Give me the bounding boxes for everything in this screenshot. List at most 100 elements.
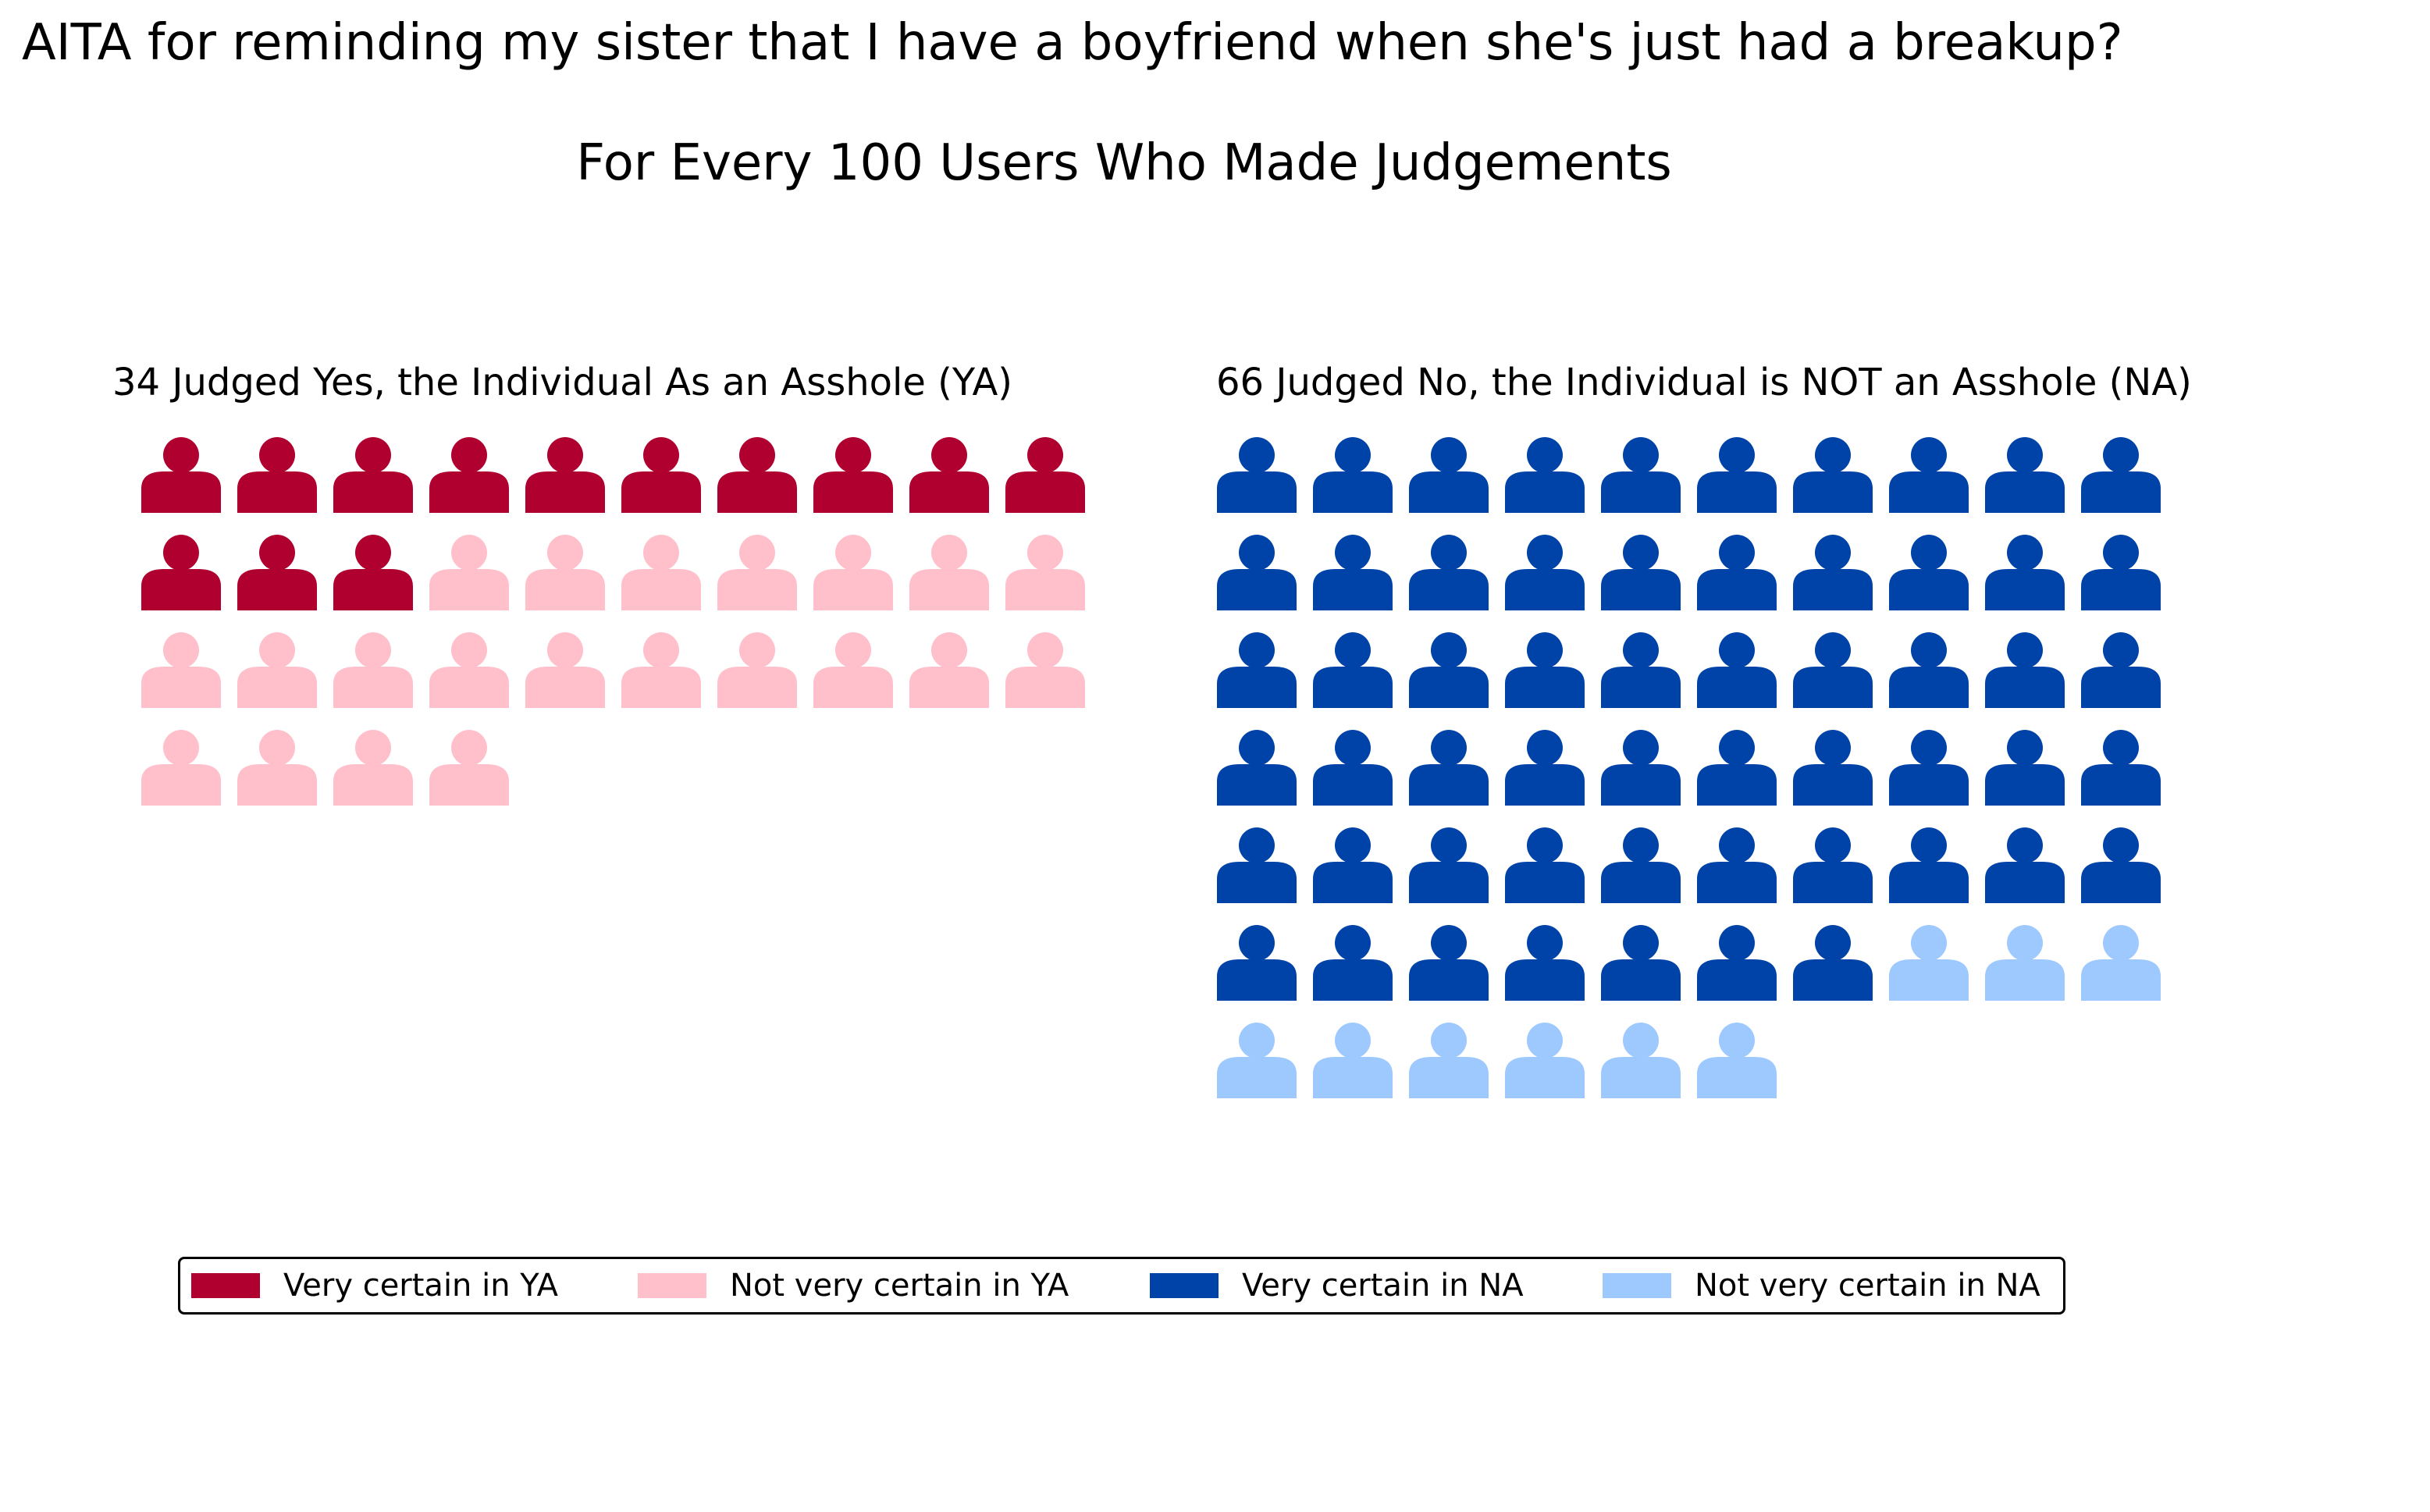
person-icon-body bbox=[1217, 667, 1297, 708]
person-icon-head bbox=[1239, 632, 1275, 668]
person-icon-not-very-certain-in-na bbox=[1409, 1023, 1489, 1098]
person-icon-body bbox=[621, 471, 701, 513]
person-icon-not-very-certain-in-ya bbox=[333, 730, 413, 806]
person-icon-head bbox=[259, 632, 295, 668]
person-icon-not-very-certain-in-ya bbox=[429, 535, 509, 610]
person-icon-head bbox=[1911, 437, 1947, 473]
person-icon-head bbox=[1239, 437, 1275, 473]
person-icon-head bbox=[1623, 730, 1659, 766]
person-icon-head bbox=[1431, 632, 1467, 668]
person-icon-very-certain-in-na bbox=[1889, 730, 1969, 806]
person-icon-body bbox=[1697, 667, 1777, 708]
person-icon-head bbox=[2007, 827, 2043, 863]
person-icon-body bbox=[333, 764, 413, 806]
person-icon-head bbox=[1335, 827, 1371, 863]
person-icon-head bbox=[1719, 437, 1755, 473]
person-icon-head bbox=[1527, 925, 1563, 961]
person-icon-very-certain-in-na bbox=[1505, 632, 1585, 708]
person-icon-head bbox=[1623, 925, 1659, 961]
person-icon-head bbox=[1027, 535, 1063, 571]
person-icon-very-certain-in-na bbox=[1313, 632, 1393, 708]
person-icon-body bbox=[1505, 959, 1585, 1001]
person-icon-body bbox=[1313, 764, 1393, 806]
person-icon-very-certain-in-na bbox=[1505, 925, 1585, 1001]
person-icon-body bbox=[1005, 471, 1085, 513]
person-icon-head bbox=[1623, 437, 1659, 473]
legend-item-very-certain-na: Very certain in NA bbox=[1150, 1259, 1524, 1312]
person-icon-body bbox=[1505, 1057, 1585, 1098]
person-icon-head bbox=[1335, 437, 1371, 473]
person-icon-head bbox=[2007, 437, 2043, 473]
person-icon-very-certain-in-na bbox=[1985, 730, 2065, 806]
person-icon-very-certain-in-na bbox=[1505, 827, 1585, 903]
person-icon-head bbox=[259, 535, 295, 571]
person-icon-very-certain-in-na bbox=[1217, 827, 1297, 903]
person-icon-very-certain-in-ya bbox=[237, 437, 317, 513]
person-icon-head bbox=[835, 632, 871, 668]
person-icon-body bbox=[2081, 569, 2161, 610]
person-icon-body bbox=[525, 569, 605, 610]
chart-subtitle: For Every 100 Users Who Made Judgements bbox=[576, 134, 1672, 192]
person-icon-head bbox=[2103, 437, 2139, 473]
person-icon-very-certain-in-na bbox=[1697, 925, 1777, 1001]
person-icon-head bbox=[2103, 730, 2139, 766]
person-icon-head bbox=[1431, 925, 1467, 961]
person-icon-body bbox=[1217, 862, 1297, 903]
person-icon-very-certain-in-na bbox=[1601, 925, 1681, 1001]
legend-swatch-not-very-certain-na bbox=[1603, 1273, 1671, 1298]
person-icon-body bbox=[1697, 862, 1777, 903]
person-icon-head bbox=[1623, 1023, 1659, 1058]
person-icon-body bbox=[1601, 1057, 1681, 1098]
person-icon-body bbox=[333, 569, 413, 610]
person-icon-head bbox=[1527, 827, 1563, 863]
person-icon-head bbox=[643, 535, 679, 571]
person-icon-not-very-certain-in-ya bbox=[717, 632, 797, 708]
person-icon-body bbox=[621, 569, 701, 610]
person-icon-not-very-certain-in-na bbox=[1889, 925, 1969, 1001]
person-icon-very-certain-in-na bbox=[1697, 535, 1777, 610]
person-icon-body bbox=[1313, 667, 1393, 708]
person-icon-not-very-certain-in-ya bbox=[621, 632, 701, 708]
person-icon-very-certain-in-ya bbox=[237, 535, 317, 610]
person-icon-head bbox=[835, 437, 871, 473]
person-icon-body bbox=[1313, 569, 1393, 610]
person-icon-head bbox=[1239, 925, 1275, 961]
legend-label-not-very-certain-na: Not very certain in NA bbox=[1695, 1268, 2040, 1304]
person-icon-head bbox=[1527, 632, 1563, 668]
person-icon-head bbox=[1719, 925, 1755, 961]
person-icon-not-very-certain-in-ya bbox=[813, 632, 893, 708]
legend-item-very-certain-ya: Very certain in YA bbox=[191, 1259, 558, 1312]
person-icon-head bbox=[1719, 730, 1755, 766]
person-icon-body bbox=[1217, 569, 1297, 610]
person-icon-body bbox=[237, 569, 317, 610]
person-icon-body bbox=[1217, 959, 1297, 1001]
person-icon-head bbox=[2007, 925, 2043, 961]
person-icon-very-certain-in-na bbox=[1313, 535, 1393, 610]
person-icon-head bbox=[1815, 535, 1851, 571]
person-icon-not-very-certain-in-ya bbox=[909, 535, 989, 610]
person-icon-head bbox=[2007, 632, 2043, 668]
person-icon-very-certain-in-na bbox=[1601, 827, 1681, 903]
person-icon-body bbox=[1697, 1057, 1777, 1098]
person-icon-head bbox=[1239, 827, 1275, 863]
person-icon-body bbox=[1409, 1057, 1489, 1098]
person-icon-very-certain-in-na bbox=[2081, 437, 2161, 513]
person-icon-body bbox=[1793, 471, 1873, 513]
person-icon-body bbox=[1601, 764, 1681, 806]
person-icon-body bbox=[429, 471, 509, 513]
person-icon-body bbox=[717, 667, 797, 708]
person-icon-body bbox=[1409, 471, 1489, 513]
person-icon-not-very-certain-in-ya bbox=[717, 535, 797, 610]
person-icon-body bbox=[1505, 471, 1585, 513]
person-icon-very-certain-in-na bbox=[1505, 437, 1585, 513]
person-icon-body bbox=[813, 471, 893, 513]
person-icon-head bbox=[739, 632, 775, 668]
person-icon-very-certain-in-na bbox=[1409, 632, 1489, 708]
person-icon-very-certain-in-na bbox=[1697, 632, 1777, 708]
person-icon-very-certain-in-ya bbox=[141, 535, 221, 610]
person-icon-body bbox=[1217, 1057, 1297, 1098]
person-icon-body bbox=[1697, 764, 1777, 806]
person-icon-head bbox=[1431, 1023, 1467, 1058]
person-icon-not-very-certain-in-na bbox=[1697, 1023, 1777, 1098]
person-icon-not-very-certain-in-ya bbox=[141, 730, 221, 806]
